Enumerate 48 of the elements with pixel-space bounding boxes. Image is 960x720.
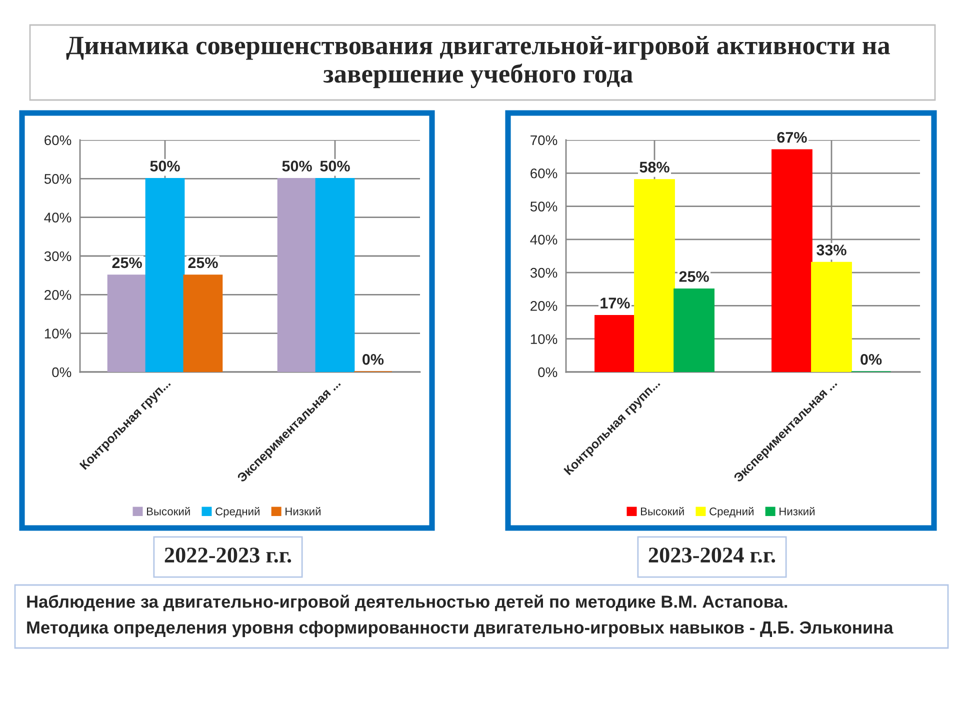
y-tick-label: 50%	[530, 202, 558, 212]
y-tick-label: 0%	[538, 367, 558, 378]
bar	[594, 314, 636, 372]
y-tick-label: 40%	[44, 212, 72, 223]
y-tick-label: 70%	[530, 135, 558, 146]
y-tick-label: 0%	[52, 367, 72, 378]
legend-label: Низкий	[780, 507, 814, 516]
text: Методика определения уровня сформированности двигательно-игровых навыков - Д.Б. Эльконина	[27, 620, 894, 638]
bar	[107, 274, 147, 372]
data-label: 50%	[320, 160, 350, 172]
text: Динамика совершенствования двигательной-игровой активности на завершение учебного года	[66, 36, 890, 88]
data-label: 67%	[777, 132, 807, 143]
bar	[634, 179, 675, 372]
y-tick-label: 30%	[530, 268, 558, 278]
data-label: 25%	[188, 257, 218, 268]
legend-label: Низкий	[286, 507, 320, 516]
data-label: 0%	[860, 354, 882, 365]
data-label: 33%	[816, 244, 846, 256]
legend-label: Средний	[710, 507, 754, 518]
bar	[277, 178, 317, 372]
data-label: 25%	[679, 271, 709, 282]
legend-label: Средний	[216, 507, 260, 518]
data-label: 17%	[600, 298, 630, 308]
y-tick-label: 10%	[530, 334, 558, 344]
legend-label: Высокий	[146, 507, 190, 516]
data-label: 50%	[282, 160, 312, 172]
y-tick-label: 60%	[530, 168, 558, 178]
y-tick-label: 30%	[44, 251, 72, 262]
bar	[183, 274, 223, 372]
bar	[145, 178, 185, 372]
data-label: 25%	[112, 257, 142, 268]
y-tick-label: 20%	[530, 301, 558, 311]
y-tick-label: 40%	[530, 234, 558, 245]
data-label: 50%	[150, 160, 180, 172]
y-tick-label: 20%	[44, 290, 72, 300]
text: 2023-2024 г.г.	[648, 548, 776, 563]
text: Наблюдение за двигательно-игровой деятельностью детей по методике В.М. Астапова.	[27, 594, 788, 612]
bar	[811, 262, 852, 372]
bar	[315, 178, 355, 372]
bar	[772, 149, 812, 372]
y-tick-label: 50%	[44, 174, 72, 184]
y-tick-label: 10%	[44, 328, 72, 339]
legend-label: Высокий	[640, 507, 684, 516]
bar	[674, 288, 714, 372]
text: 2022-2023 г.г.	[164, 548, 292, 563]
y-tick-label: 60%	[44, 135, 72, 146]
data-label: 0%	[362, 354, 384, 365]
data-label: 58%	[640, 162, 670, 173]
